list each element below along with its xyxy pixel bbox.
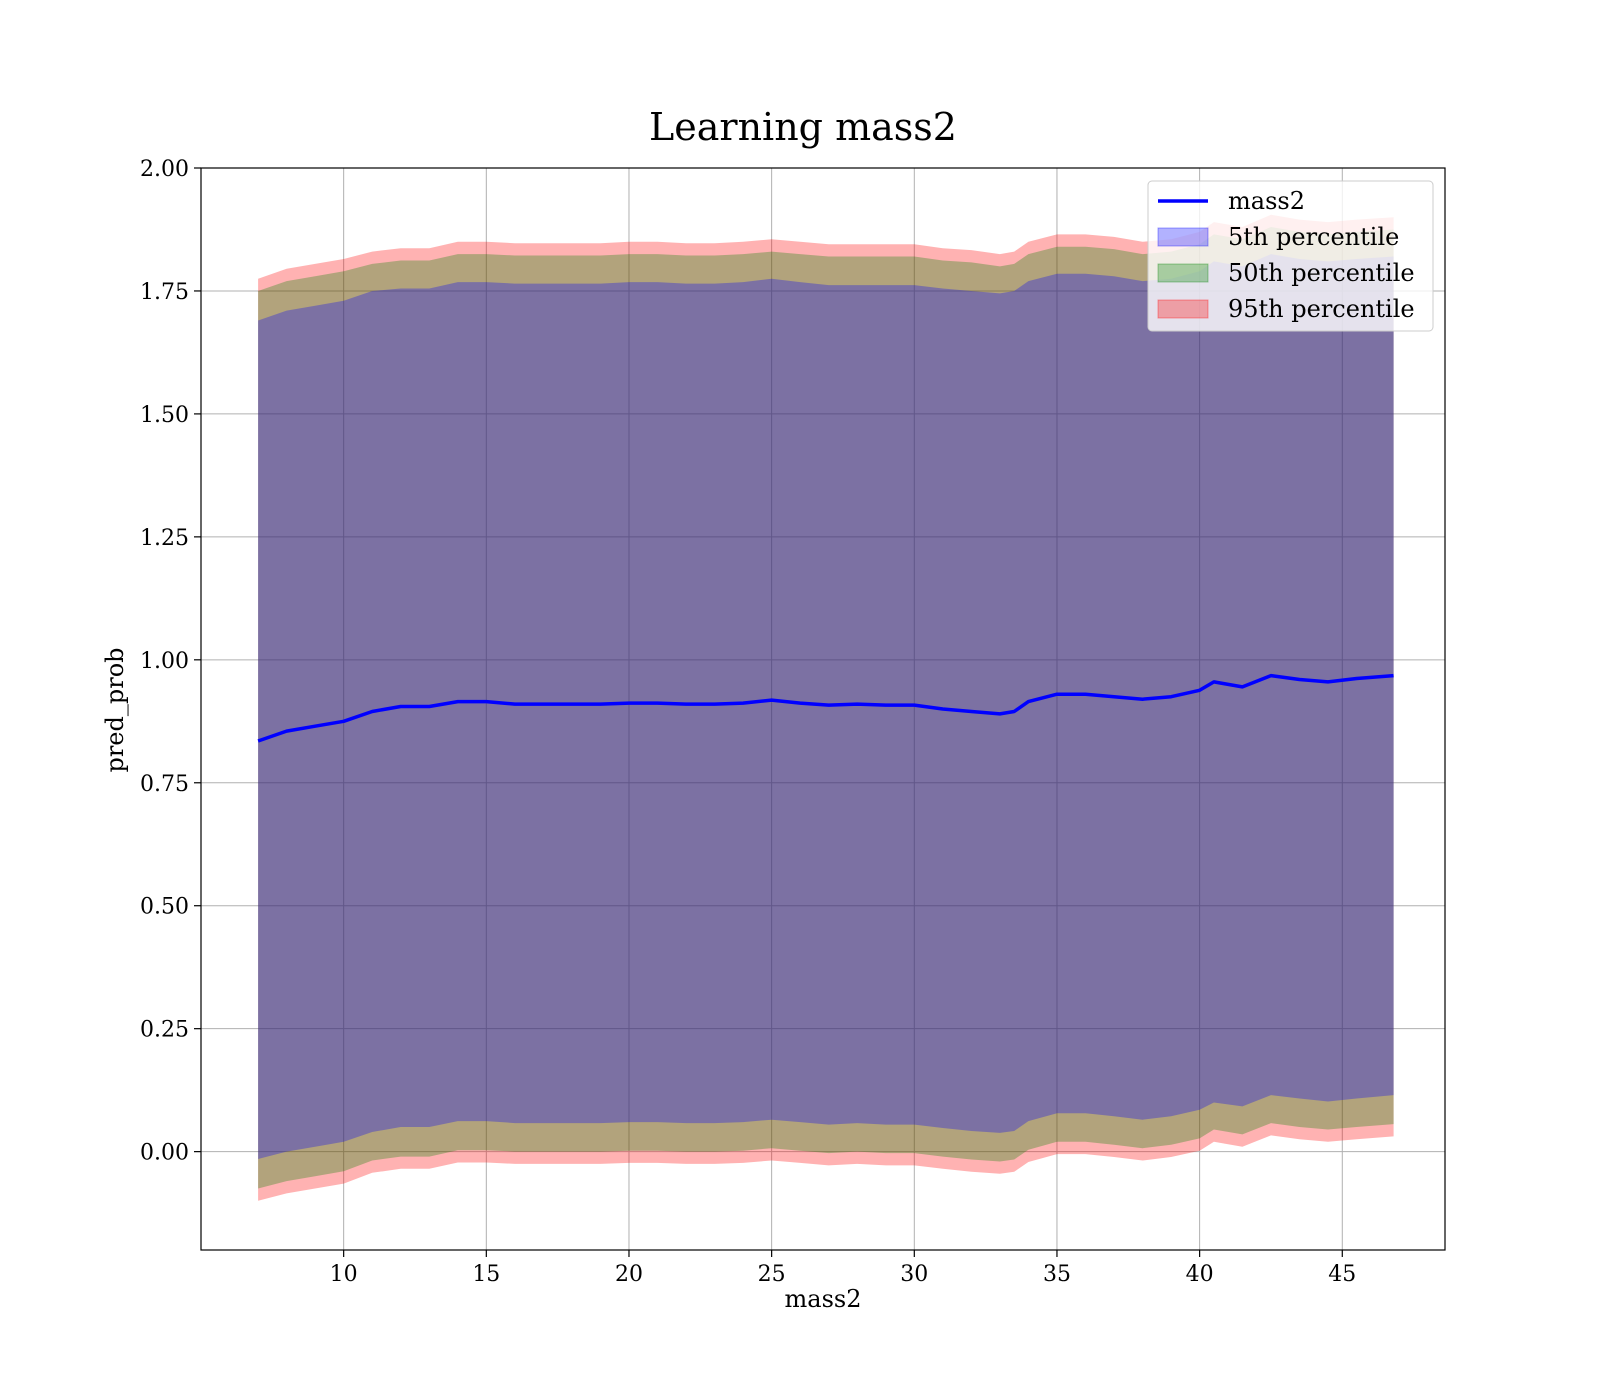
line-mass2 — [257, 673, 1394, 743]
y-tick-label: 0.00 — [140, 1141, 189, 1166]
x-tick-label: 35 — [1043, 1262, 1071, 1287]
chart-title: Learning mass2 — [649, 105, 957, 149]
legend-swatch-5th-percentile — [1157, 227, 1209, 247]
y-tick-label: 0.25 — [140, 1018, 189, 1043]
legend-swatch-95th-percentile — [1157, 299, 1209, 319]
x-tick-label: 40 — [1186, 1262, 1214, 1287]
y-tick-label: 0.75 — [140, 772, 189, 797]
plot-area — [201, 167, 1445, 1250]
x-tick-label: 45 — [1328, 1262, 1356, 1287]
x-tick-label: 20 — [615, 1262, 643, 1287]
legend-swatch-50th-percentile — [1157, 263, 1209, 283]
y-tick-label: 1.75 — [140, 280, 189, 305]
y-tick-label: 0.50 — [140, 895, 189, 920]
axis-ticks: 10 15 20 25 30 35 40 45 0.00 0.25 0.50 0.75 1.00 1.25… — [140, 157, 1356, 1287]
legend: mass2 5th percentile 50th percentile 95th p… — [1147, 180, 1434, 332]
legend-label-50th-percentile: 50th percentile — [1228, 259, 1415, 287]
y-tick-label: 1.50 — [140, 403, 189, 428]
x-tick-label: 10 — [330, 1262, 358, 1287]
y-tick-label: 1.25 — [140, 526, 189, 551]
legend-label-5th-percentile: 5th percentile — [1228, 223, 1399, 251]
x-axis-title: mass2 — [785, 1285, 862, 1313]
x-tick-label: 30 — [900, 1262, 928, 1287]
band-50th-percentile — [258, 227, 1394, 1189]
y-tick-label: 2.00 — [140, 157, 189, 182]
x-tick-label: 15 — [472, 1262, 500, 1287]
y-tick-label: 1.00 — [140, 649, 189, 674]
legend-label-mass2: mass2 — [1228, 187, 1305, 215]
legend-label-95th-percentile: 95th percentile — [1228, 295, 1415, 323]
x-tick-label: 25 — [758, 1262, 786, 1287]
y-axis-title: pred_prob — [101, 647, 129, 772]
band-95th-percentile — [258, 214, 1394, 1201]
plot-frame — [200, 167, 1446, 1251]
legend-box — [1147, 180, 1434, 332]
